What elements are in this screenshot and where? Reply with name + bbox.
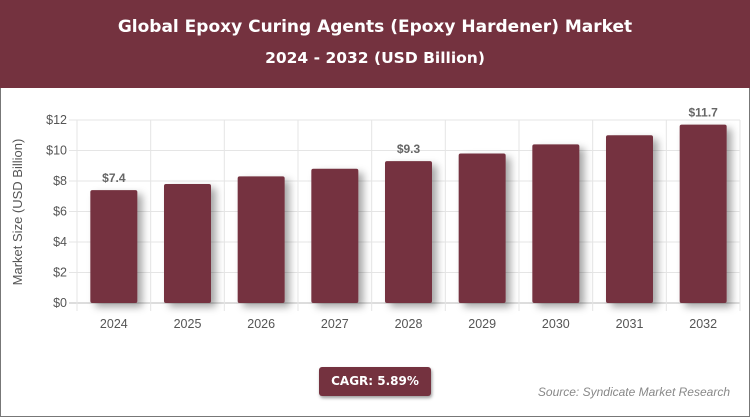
x-tick-label: 2027 — [321, 317, 349, 331]
bar-2026 — [237, 176, 285, 303]
cagr-badge: CAGR: 5.89% — [319, 367, 431, 396]
x-tick-label: 2029 — [468, 317, 496, 331]
chart-title: Global Epoxy Curing Agents (Epoxy Harden… — [117, 17, 633, 37]
x-tick-label: 2031 — [616, 317, 644, 331]
y-tick-label: $0 — [53, 296, 67, 310]
y-axis-label: Market Size (USD Billion) — [10, 139, 25, 286]
y-tick-label: $12 — [46, 113, 67, 127]
x-tick-label: 2030 — [542, 317, 570, 331]
bar-2030 — [532, 144, 580, 303]
x-tick-label: 2026 — [247, 317, 275, 331]
data-label: $9.3 — [397, 142, 421, 156]
x-tick-label: 2032 — [689, 317, 717, 331]
y-tick-label: $4 — [53, 235, 67, 249]
x-tick-label: 2024 — [100, 317, 128, 331]
source-note: Source: Syndicate Market Research — [537, 385, 730, 399]
bar-2027 — [311, 168, 359, 303]
bar-2025 — [164, 184, 211, 303]
y-tick-label: $10 — [46, 144, 67, 158]
y-tick-label: $8 — [53, 174, 67, 188]
data-label: $11.7 — [688, 106, 718, 120]
y-tick-label: $6 — [53, 205, 67, 219]
y-tick-label: $2 — [53, 266, 67, 280]
chart-subtitle: 2024 - 2032 (USD Billion) — [265, 49, 485, 67]
bar-2024 — [90, 190, 138, 303]
bar-2029 — [458, 153, 506, 303]
bar-2031 — [606, 135, 653, 303]
data-label: $7.4 — [102, 171, 126, 185]
bar-2028 — [385, 161, 432, 303]
chart-header: Global Epoxy Curing Agents (Epoxy Harden… — [0, 0, 750, 88]
x-tick-label: 2025 — [174, 317, 202, 331]
bar-2032 — [679, 124, 727, 303]
x-tick-label: 2028 — [395, 317, 423, 331]
